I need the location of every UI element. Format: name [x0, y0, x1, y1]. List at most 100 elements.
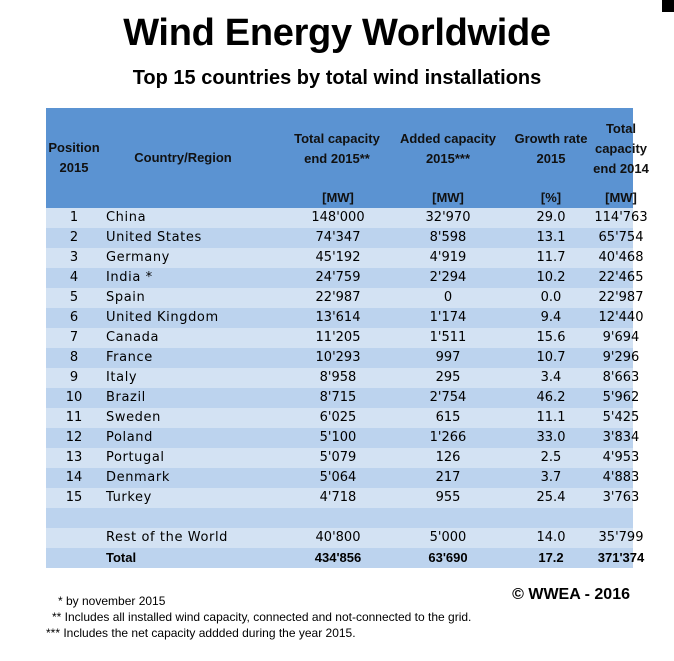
cell-position: 12: [65, 430, 83, 445]
cell-capacity-2014: 3'763: [602, 490, 640, 505]
chart-title: Wind Energy Worldwide: [123, 12, 551, 54]
cell-growth-rate: 25.4: [536, 490, 566, 505]
cell-growth-rate: 11.1: [536, 410, 566, 425]
cell-added-capacity: 0: [443, 290, 453, 305]
cell-added-capacity: 2'294: [429, 270, 467, 285]
header-position: Position 2015: [48, 140, 100, 175]
cell-growth-rate: 3.7: [540, 470, 562, 485]
cell-capacity-2014: 22'987: [598, 290, 644, 305]
cell-capacity-2014: 65'754: [598, 230, 644, 245]
cell-added-capacity: 5'000: [429, 530, 467, 545]
cell-position: 15: [65, 490, 83, 505]
table-row: 14 Denmark 5'064 217 3.7 4'883: [46, 468, 639, 488]
cell-added-capacity: 217: [435, 470, 461, 485]
cell-added-capacity: 2'754: [429, 390, 467, 405]
cell-position: 6: [69, 310, 79, 325]
cell-added-capacity: 997: [435, 350, 461, 365]
cell-country: United States: [106, 230, 202, 245]
cell-position: 3: [69, 250, 79, 265]
cell-added-capacity: 8'598: [429, 230, 467, 245]
table-row: 5 Spain 22'987 0 0.0 22'987: [46, 288, 643, 308]
cell-capacity-2014: 40'468: [598, 250, 644, 265]
cell-growth-rate: 10.7: [536, 350, 566, 365]
cell-growth-rate: 29.0: [536, 210, 566, 225]
cell-added-capacity: 1'174: [429, 310, 467, 325]
cell-added-capacity: 1'511: [429, 330, 467, 345]
cell-capacity-2014: 12'440: [598, 310, 644, 325]
cell-capacity-2014: 35'799: [598, 530, 644, 545]
cell-total-capacity: 5'100: [319, 430, 357, 445]
cell-total-capacity: 13'614: [315, 310, 361, 325]
cell-growth-rate: 46.2: [536, 390, 566, 405]
cell-capacity-2014: 3'834: [602, 430, 640, 445]
cell-total-capacity: 5'064: [319, 470, 357, 485]
table-row: 4 India * 24'759 2'294 10.2 22'465: [46, 268, 643, 288]
header-growth-rate: Growth rate 2015: [514, 131, 588, 166]
header-capacity-2014: Total capacity end 2014: [593, 121, 649, 176]
cell-added-capacity: 4'919: [429, 250, 467, 265]
cell-total-capacity: 148'000: [311, 210, 365, 225]
table-row: 2 United States 74'347 8'598 13.1 65'754: [46, 228, 643, 248]
header-country: Country/Region: [134, 150, 232, 165]
cell-total-capacity: 74'347: [315, 230, 361, 245]
cell-added-capacity: 955: [435, 490, 461, 505]
cell-position: 14: [65, 470, 83, 485]
cell-capacity-2014: 9'296: [602, 350, 640, 365]
cell-total-capacity: 8'958: [319, 370, 357, 385]
cell-capacity-2014: 4'883: [602, 470, 640, 485]
cell-position: 7: [69, 330, 79, 345]
cell-country: Italy: [106, 370, 138, 385]
cell-country: India *: [106, 270, 153, 285]
table-row: 7 Canada 11'205 1'511 15.6 9'694: [46, 328, 639, 348]
footnote-3: *** Includes the net capacity addded dur…: [46, 626, 356, 640]
cell-total-capacity: 434'856: [314, 550, 362, 565]
unit-growth-rate: [%]: [540, 190, 562, 205]
cell-country: Denmark: [106, 470, 170, 485]
table-row: 11 Sweden 6'025 615 11.1 5'425: [46, 408, 639, 428]
cell-country: Portugal: [106, 450, 165, 465]
cell-total-capacity: 5'079: [319, 450, 357, 465]
table-row: 6 United Kingdom 13'614 1'174 9.4 12'440: [46, 308, 643, 328]
cell-position: 13: [65, 450, 83, 465]
cell-added-capacity: 1'266: [429, 430, 467, 445]
cell-capacity-2014: 9'694: [602, 330, 640, 345]
cell-total-capacity: 45'192: [315, 250, 361, 265]
cell-total-capacity: 22'987: [315, 290, 361, 305]
cell-growth-rate: 11.7: [536, 250, 566, 265]
cell-country: Brazil: [106, 390, 146, 405]
cell-growth-rate: 9.4: [540, 310, 562, 325]
cell-capacity-2014: 4'953: [602, 450, 640, 465]
cell-added-capacity: 63'690: [428, 550, 468, 565]
cell-country: Germany: [106, 250, 170, 265]
cell-growth-rate: 15.6: [536, 330, 566, 345]
cell-capacity-2014: 8'663: [602, 370, 640, 385]
cell-country: United Kingdom: [106, 310, 219, 325]
table-row: 3 Germany 45'192 4'919 11.7 40'468: [46, 248, 643, 268]
rest-of-world-row: Rest of the World 40'800 5'000 14.0 35'7…: [46, 528, 643, 548]
data-table: Position 2015 Country/Region Total capac…: [46, 108, 649, 568]
unit-capacity-2014: [MW]: [605, 190, 637, 205]
cell-total-capacity: 24'759: [315, 270, 361, 285]
cell-position: 1: [69, 210, 79, 225]
cell-capacity-2014: 114'763: [594, 210, 648, 225]
cell-growth-rate: 10.2: [536, 270, 566, 285]
table-row: 12 Poland 5'100 1'266 33.0 3'834: [46, 428, 639, 448]
cell-capacity-2014: 22'465: [598, 270, 644, 285]
table-row: 13 Portugal 5'079 126 2.5 4'953: [46, 448, 639, 468]
cell-position: 10: [65, 390, 83, 405]
table-row: 15 Turkey 4'718 955 25.4 3'763: [46, 488, 639, 508]
cell-country: Rest of the World: [106, 530, 229, 545]
unit-added-capacity: [MW]: [432, 190, 464, 205]
cell-growth-rate: 2.5: [540, 450, 562, 465]
cell-total-capacity: 11'205: [315, 330, 361, 345]
total-row: Total 434'856 63'690 17.2 371'374: [46, 548, 644, 568]
cell-total-capacity: 10'293: [315, 350, 361, 365]
cell-country: France: [106, 350, 153, 365]
table-row: 10 Brazil 8'715 2'754 46.2 5'962: [46, 388, 639, 408]
cell-capacity-2014: 371'374: [597, 550, 645, 565]
cell-position: 2: [69, 230, 79, 245]
cell-total-capacity: 40'800: [315, 530, 361, 545]
cell-growth-rate: 13.1: [536, 230, 566, 245]
cell-country: Canada: [106, 330, 160, 345]
cell-position: 9: [69, 370, 79, 385]
